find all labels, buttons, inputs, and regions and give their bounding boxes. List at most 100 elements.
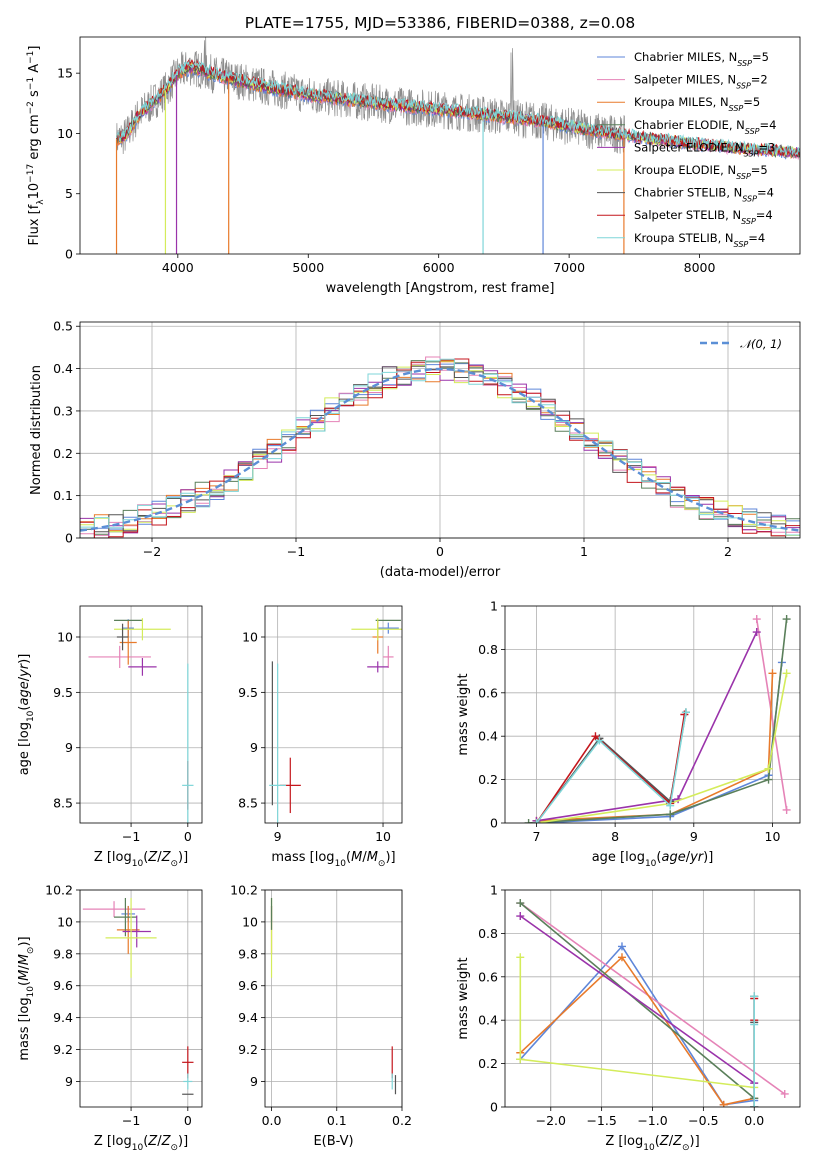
residual-histogram-frame [79,321,801,539]
mass-weight-vs-metallicity-marker-0-1 [617,942,626,951]
mass-weight-vs-metallicity-marker-8-2 [750,992,759,1001]
mass-weight-vs-metallicity-marker-3-0 [516,899,525,908]
age-vs-metallicity-ytick-label-3: 10 [57,630,73,645]
mass-weight-vs-metallicity-marker-2-2 [719,1100,728,1107]
mass-vs-metallicity-point-7 [182,1046,194,1079]
spectrum-plot-area [115,37,800,254]
mass-vs-metallicity-point-5 [105,897,157,978]
residual-histogram-xtick-label-0: −2 [143,544,161,559]
gaussian-reference-line [80,367,800,532]
residual-histogram-ytick-label-0: 0 [65,531,73,546]
age-vs-metallicity-point-4 [128,658,157,676]
mass-vs-metallicity-ytick-label-4: 9.8 [53,946,73,961]
mass-weight-vs-metallicity-plot-area [516,899,789,1107]
age-vs-mass-frame [264,605,403,824]
mass-vs-extinction-xtick-label-1: 0.1 [327,1113,347,1128]
spectrum-model-line-7 [116,59,800,157]
mass-vs-metallicity-xtick-label-0: −1 [122,1113,140,1128]
residual-histogram-ytick-label-5: 0.5 [53,319,73,334]
spectrum-xtick-label-4: 8000 [684,260,716,275]
mass-weight-vs-age-marker-3-0 [524,819,533,823]
legend-label-8: Kroupa STELIB, NSSP=4 [634,231,765,249]
mass-weight-vs-metallicity-ytick-label-3: 0.6 [478,969,498,984]
mass-weight-vs-age-series-line-0 [536,662,783,823]
spectrum-xtick-label-2: 6000 [423,260,455,275]
spectrum-xtick-label-1: 5000 [292,260,324,275]
age-vs-mass-point-5 [351,618,402,641]
figure-title: PLATE=1755, MJD=53386, FIBERID=0388, z=0… [245,14,635,32]
age-vs-mass-xlabel: mass [log10(M/M⊙)] [271,850,395,869]
age-vs-mass-plot-area [269,618,402,823]
mass-weight-vs-age-marker-8-0 [532,819,541,823]
mass-vs-extinction-ytick-label-4: 9.8 [238,946,258,961]
mass-weight-vs-age-xtick-label-2: 9 [690,829,698,844]
mass-weight-vs-metallicity-series-line-1 [519,902,786,1095]
mass-vs-metallicity-ytick-label-2: 9.4 [53,1010,73,1025]
mass-weight-vs-age-series-line-8 [535,712,687,823]
mass-weight-vs-metallicity-marker-8-1 [750,1020,759,1029]
mass-weight-vs-metallicity-marker-4-0 [516,912,525,921]
age-vs-mass-ytick-label-3: 10 [242,630,258,645]
mass-vs-metallicity-ytick-label-3: 9.6 [53,978,73,993]
mass-vs-extinction-axes: 0.0 0.1 0.2 9 9.2 9.4 9.6 9.8 10 10.2 E(B-V) [230,883,412,1150]
mass-vs-extinction-xtick-label-2: 0.2 [392,1113,412,1128]
mass-weight-vs-age-series-line-2 [536,673,774,822]
spectrum-xtick-label-3: 7000 [553,260,585,275]
age-vs-metallicity-ylabel: age [log10(age/yr)] [17,654,36,776]
mass-weight-vs-age-marker-1-0 [752,615,761,624]
mass-weight-vs-metallicity-axes: −2.0 −1.5 −1.0 −0.5 0.0 0 0.2 0.4 0.6 0.8 1 Z [log1… [456,883,801,1153]
mass-weight-vs-metallicity-xtick-label-0: −2.0 [536,1113,566,1128]
mass-weight-vs-age-marker-5-3 [782,669,791,678]
mass-weight-vs-metallicity-marker-8-0 [750,1103,759,1107]
mass-vs-extinction-ytick-label-0: 9 [250,1074,258,1089]
age-vs-metallicity-xtick-label-1: 0 [184,829,192,844]
spectrum-ytick-label-1: 5 [65,186,73,201]
spectrum-ytick-label-2: 10 [57,126,73,141]
age-vs-mass-ytick-label-2: 9.5 [238,685,258,700]
mass-weight-vs-age-axes: 7 8 9 10 0 0.2 0.4 0.6 0.8 1 age [log10(age/yr)] ma… [456,599,801,869]
mass-weight-vs-metallicity-ytick-label-5: 1 [490,883,498,898]
residual-histogram-ytick-label-2: 0.2 [53,446,73,461]
mass-weight-vs-metallicity-ytick-label-0: 0 [490,1100,498,1115]
mass-weight-vs-age-series-line-3 [528,618,788,823]
mass-weight-vs-metallicity-xtick-label-4: 0.0 [744,1113,764,1128]
mass-weight-vs-age-marker-7-1 [591,732,600,741]
mass-weight-vs-age-xlabel: age [log10(age/yr)] [592,850,714,869]
spectrum-axes: 4000 5000 6000 7000 8000 0 5 10 15 wavelength [An… [26,36,801,296]
age-vs-metallicity-plot-area [88,618,194,823]
residual-histogram-xtick-label-1: −1 [287,544,305,559]
age-vs-mass-ytick-label-0: 8.5 [238,796,258,811]
age-vs-metallicity-xtick-label-0: −1 [122,829,140,844]
mass-vs-metallicity-point-8 [183,1073,193,1090]
mass-vs-metallicity-point-2 [116,905,140,954]
mass-weight-vs-age-marker-1-1 [782,805,791,814]
mass-vs-metallicity-axes: −1 0 9 9.2 9.4 9.6 9.8 10 10.2 Z [log10(Z/Z⊙)] mas… [17,883,203,1153]
residual-histogram-ytick-label-1: 0.1 [53,488,73,503]
age-vs-metallicity-axes: −1 0 8.5 9 9.5 10 Z [log10(Z/Z⊙)] age [log10(ag… [17,605,203,869]
mass-vs-extinction-xtick-label-0: 0.0 [262,1113,282,1128]
mass-weight-vs-age-frame [504,605,801,824]
mass-weight-vs-metallicity-series-line-3 [519,902,755,1099]
age-vs-metallicity-ytick-label-1: 9 [65,740,73,755]
mass-vs-extinction-ytick-label-6: 10.2 [230,883,258,898]
mass-vs-metallicity-xtick-label-1: 0 [184,1113,192,1128]
mass-weight-vs-metallicity-xtick-label-2: −1.0 [637,1113,667,1128]
spectrum-ylabel: Flux [fλ10−17 erg cm−2 s−1 A−1] [26,46,46,246]
age-vs-metallicity-point-5 [114,618,171,641]
mass-weight-vs-age-ytick-label-5: 1 [490,599,498,614]
legend-label-2: Kroupa MILES, NSSP=5 [634,95,760,113]
residual-histogram-ylabel: Normed distribution [29,365,44,495]
legend-label-5: Kroupa ELODIE, NSSP=5 [634,163,768,181]
histogram-legend-label: 𝒩(0, 1) [740,337,782,351]
mass-weight-vs-metallicity-marker-1-1 [780,1089,789,1098]
age-vs-metallicity-ytick-label-2: 9.5 [53,685,73,700]
age-vs-metallicity-ytick-label-0: 8.5 [53,796,73,811]
mass-vs-extinction-ytick-label-5: 10 [242,914,258,929]
mass-vs-extinction-frame [264,889,403,1108]
mass-vs-metallicity-frame [79,889,203,1108]
mass-vs-metallicity-ylabel: mass [log10(M/M⊙)] [17,936,36,1060]
mass-weight-vs-age-ytick-label-2: 0.4 [478,729,498,744]
spectrum-xtick-label-0: 4000 [162,260,194,275]
mass-weight-vs-age-marker-3-3 [782,615,791,624]
mass-vs-metallicity-ytick-label-6: 10.2 [45,883,73,898]
